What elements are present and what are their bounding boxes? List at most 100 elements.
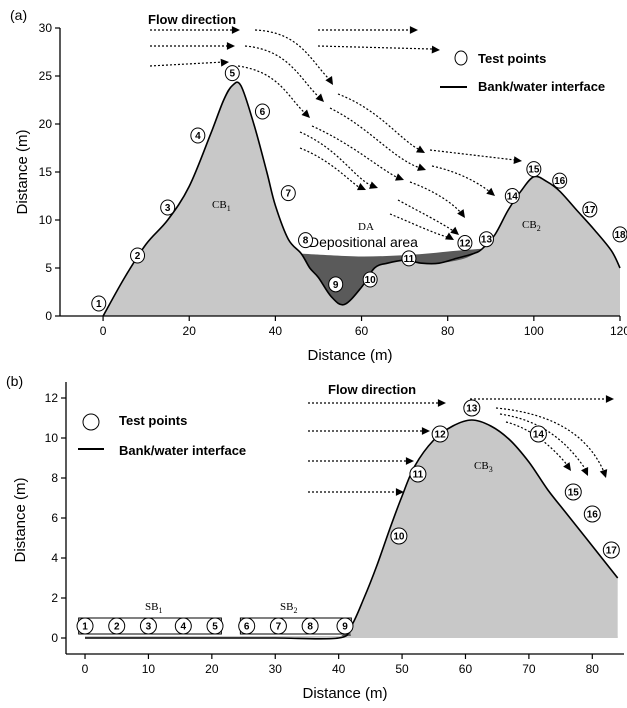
- panel-a-test-point-circle: [457, 235, 473, 252]
- panel-b-x-tick-label: 80: [586, 662, 600, 676]
- panel-b-cb3-text: CB: [474, 460, 489, 472]
- panel-a-y-tick-label: 30: [39, 21, 53, 35]
- panel-a-flow-arrow-8-head: [431, 45, 440, 54]
- panel-b-cb3-label: CB3: [474, 460, 493, 474]
- panel-a-x-tick-label: 40: [269, 324, 283, 338]
- panel-a-cb1-text: CB: [212, 199, 227, 211]
- panel-b-test-point-1: 1: [76, 617, 94, 635]
- panel-a-test-point-circle: [280, 185, 296, 202]
- panel-b-x-tick-label: 30: [269, 662, 283, 676]
- panel-a-test-point-circle: [401, 250, 417, 267]
- panel-b-test-point-14: 14: [529, 425, 547, 443]
- panel-b-base-strip: [85, 636, 618, 638]
- panel-b-sb2-subscript: 2: [293, 606, 297, 615]
- panel-b-test-point-label: 16: [587, 510, 599, 521]
- panel-b-flow-arrow-2-head: [421, 427, 430, 435]
- panel-b-flow-arrow-7-head: [581, 467, 589, 476]
- panel-b-test-point-3: 3: [139, 617, 157, 635]
- panel-a-test-point-label: 14: [507, 192, 519, 203]
- panel-a-flow-arrow-18: [389, 213, 451, 239]
- panel-a-test-point-label: 11: [404, 254, 415, 265]
- panel-b-test-point-2: 2: [108, 617, 126, 635]
- panel-a-flow-arrow-14-head: [513, 156, 522, 165]
- panel-a-flow-arrow-5: [244, 45, 321, 99]
- panel-b-test-point-label: 6: [244, 622, 250, 633]
- panel-a-flow-arrow-3-head: [220, 58, 229, 67]
- panel-a-test-point-4: 4: [190, 127, 206, 144]
- panel-a-flow-arrow-13: [299, 147, 361, 189]
- panel-b-test-point-label: 12: [435, 430, 447, 441]
- panel-a-cb1-subscript: 1: [227, 204, 231, 213]
- panel-a-test-point-5: 5: [224, 65, 240, 82]
- panel-b-legend-test-point-icon: [82, 413, 100, 431]
- panel-a-y-tick-label: 25: [39, 69, 53, 83]
- panel-b-flow-arrow-5-head: [605, 395, 614, 403]
- panel-b-test-point-label: 7: [276, 622, 282, 633]
- panel-b-legend: Test points Bank/water interface: [78, 413, 246, 458]
- panel-b-test-point-circle: [564, 483, 582, 501]
- panel-b-x-tick-label: 50: [395, 662, 409, 676]
- panel-a-cb2-text: CB: [522, 219, 537, 231]
- panel-b-test-point-4: 4: [174, 617, 192, 635]
- panel-a-test-point-label: 6: [260, 107, 266, 118]
- panel-a-legend-test-points-label: Test points: [478, 51, 546, 66]
- panel-a-test-point-circle: [328, 276, 344, 293]
- panel-a-test-point-label: 8: [303, 236, 309, 247]
- panel-b-y-tick-label: 6: [51, 511, 58, 525]
- panel-b-test-point-label: 17: [606, 546, 618, 557]
- panel-b-test-point-label: 9: [342, 622, 348, 633]
- panel-b-flow-arrow-7: [499, 413, 587, 471]
- panel-a-test-point-12: 12: [457, 235, 473, 252]
- panel-a-test-point-18: 18: [612, 226, 627, 243]
- panel-a-test-point-circle: [254, 103, 270, 120]
- panel-b-flow-arrow-6: [495, 407, 605, 473]
- panel-a-flow-arrow-16-head: [457, 209, 465, 218]
- panel-b-flow-arrow-6-head: [599, 469, 608, 478]
- panel-b-sb1-subscript: 1: [158, 606, 162, 615]
- panel-b-legend-test-points-label: Test points: [119, 413, 187, 428]
- panel-a-test-point-circle: [298, 232, 314, 249]
- panel-a-flow-arrow-15-head: [486, 187, 495, 196]
- panel-a-test-point-label: 5: [230, 69, 236, 80]
- panel-b-sb2-text: SB: [280, 601, 293, 613]
- panel-a-x-tick-label: 80: [441, 324, 455, 338]
- panel-a-test-point-circle: [552, 172, 568, 189]
- panel-a-test-point-circle: [130, 247, 146, 264]
- panel-b-y-tick-label: 8: [51, 471, 58, 485]
- panel-a-flow-arrow-11: [311, 125, 399, 179]
- panel-a-test-point-label: 15: [528, 165, 540, 176]
- panel-b-x-tick-label: 0: [82, 662, 89, 676]
- panel-a-test-point-label: 4: [195, 131, 201, 142]
- panel-a-test-point-label: 10: [365, 275, 377, 286]
- panel-a-test-point-label: 9: [333, 280, 339, 291]
- panel-a-test-point-label: 2: [135, 251, 141, 262]
- panel-b-test-point-label: 3: [146, 622, 152, 633]
- panel-b-x-tick-label: 70: [522, 662, 536, 676]
- panel-a-test-point-circle: [526, 161, 542, 178]
- panel-a-test-point-10: 10: [362, 271, 378, 288]
- panel-a-flow-arrow-14: [429, 149, 516, 161]
- panel-a-cb2-label: CB2: [522, 219, 541, 233]
- panel-b-test-point-circle: [529, 425, 547, 443]
- panel-b-test-point-7: 7: [269, 617, 287, 635]
- panel-a-cb2-subscript: 2: [537, 224, 541, 233]
- panel-b-test-point-15: 15: [564, 483, 582, 501]
- panel-b-sb2-strip: [239, 617, 352, 635]
- panel-b-legend-line-label: Bank/water interface: [119, 443, 246, 458]
- panel-a-test-point-label: 12: [459, 239, 471, 250]
- panel-b-test-point-circle: [390, 527, 408, 545]
- panel-a-x-tick-label: 60: [355, 324, 369, 338]
- panel-a-flow-arrow-10-head: [417, 163, 426, 171]
- panel-b-x-tick-label: 10: [142, 662, 156, 676]
- panel-a-legend: Test points Bank/water interface: [440, 50, 605, 94]
- panel-a-da-label: DA: [358, 221, 374, 233]
- panel-b-test-point-circle: [238, 617, 256, 635]
- panel-a-flow-arrow-11-head: [395, 173, 404, 181]
- panel-a-test-point-circle: [582, 201, 598, 218]
- panel-a-y-axis-title: Distance (m): [14, 129, 31, 214]
- panel-a-test-point-11: 11: [401, 250, 417, 267]
- panel-a-test-point-circle: [612, 226, 627, 243]
- panel-b-test-point-label: 5: [212, 622, 218, 633]
